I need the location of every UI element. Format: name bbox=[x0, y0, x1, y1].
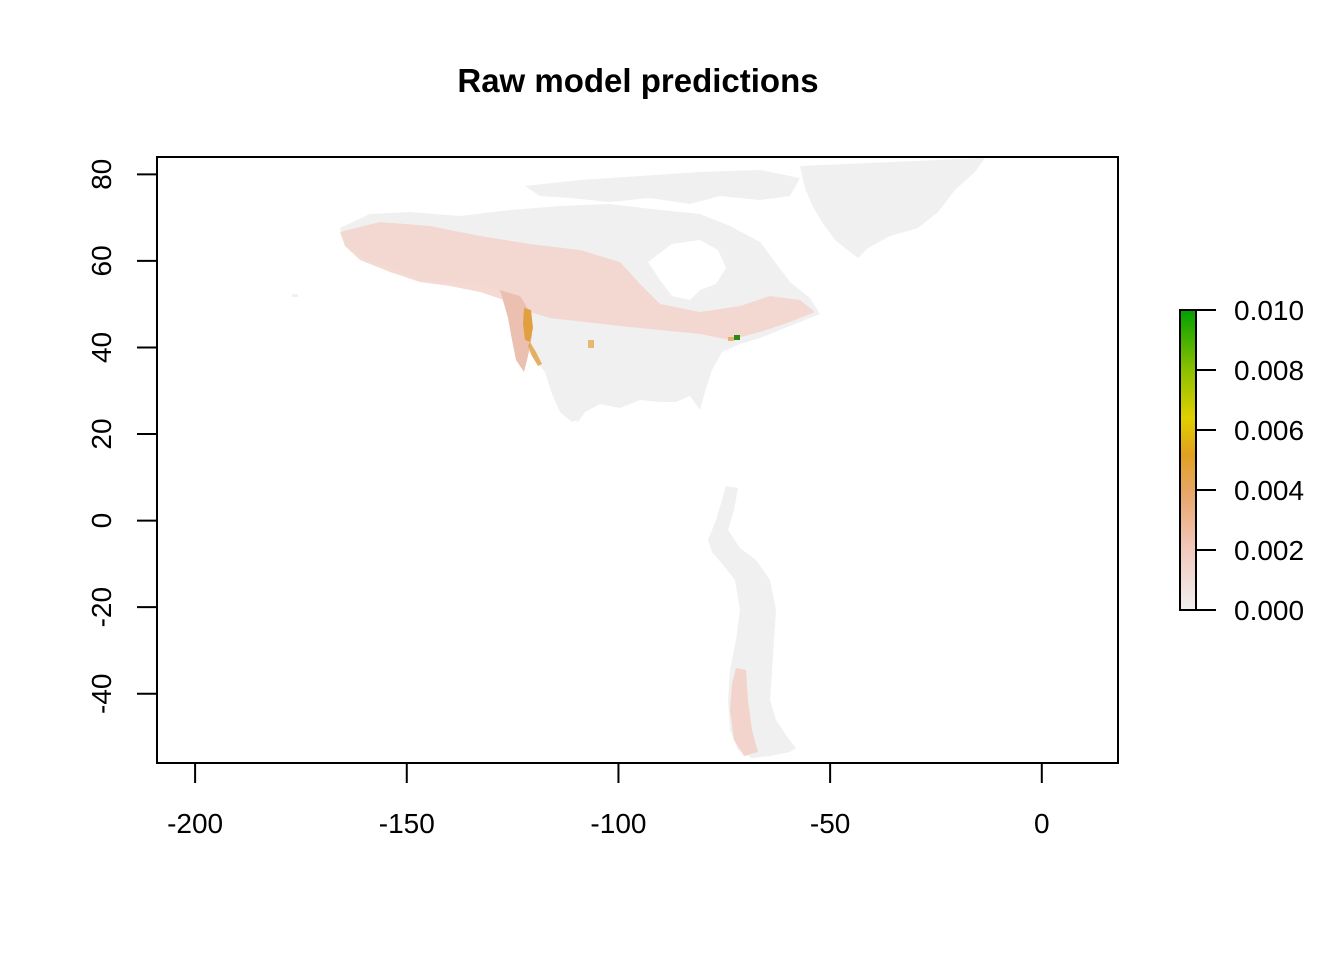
hotspot-california bbox=[528, 342, 542, 366]
y-tick-label: 0 bbox=[86, 513, 117, 529]
hotspot-northeast-halo bbox=[728, 337, 734, 341]
aleutian-islands bbox=[292, 294, 298, 297]
y-tick-label: 60 bbox=[86, 245, 117, 276]
mexico-landmass bbox=[552, 394, 578, 422]
legend-tick-label: 0.006 bbox=[1234, 415, 1304, 446]
legend-tick-label: 0.008 bbox=[1234, 355, 1304, 386]
chart-title: Raw model predictions bbox=[457, 62, 818, 99]
hotspot-rockies bbox=[588, 340, 594, 348]
x-tick-label: -200 bbox=[167, 808, 223, 839]
legend-ticks: 0.000 0.002 0.004 0.006 0.008 0.010 bbox=[1196, 295, 1304, 626]
x-tick-label: 0 bbox=[1034, 808, 1050, 839]
legend-tick-label: 0.002 bbox=[1234, 535, 1304, 566]
prediction-band-chile bbox=[730, 668, 758, 756]
legend-tick-label: 0.010 bbox=[1234, 295, 1304, 326]
legend-colorbar bbox=[1179, 309, 1197, 611]
arctic-islands bbox=[525, 170, 800, 204]
x-tick-label: -100 bbox=[590, 808, 646, 839]
hotspot-pacific-northwest bbox=[523, 308, 533, 342]
y-tick-label: -40 bbox=[86, 674, 117, 714]
x-axis: -200 -150 -100 -50 0 bbox=[167, 762, 1050, 839]
south-america-landmass bbox=[708, 486, 796, 758]
hotspot-northeast bbox=[734, 335, 740, 340]
legend-tick-label: 0.000 bbox=[1234, 595, 1304, 626]
y-tick-label: -20 bbox=[86, 587, 117, 627]
y-axis: -40 -20 0 20 40 60 80 bbox=[86, 159, 158, 714]
legend-tick-label: 0.004 bbox=[1234, 475, 1304, 506]
color-legend: 0.000 0.002 0.004 0.006 0.008 0.010 bbox=[1179, 295, 1304, 626]
prediction-band-north bbox=[340, 222, 815, 340]
greenland-landmass bbox=[800, 158, 985, 258]
y-tick-label: 80 bbox=[86, 159, 117, 190]
hudson-bay bbox=[648, 240, 726, 300]
x-tick-label: -150 bbox=[379, 808, 435, 839]
x-tick-label: -50 bbox=[810, 808, 850, 839]
y-tick-label: 20 bbox=[86, 418, 117, 449]
map-raster bbox=[292, 158, 985, 758]
y-tick-label: 40 bbox=[86, 332, 117, 363]
